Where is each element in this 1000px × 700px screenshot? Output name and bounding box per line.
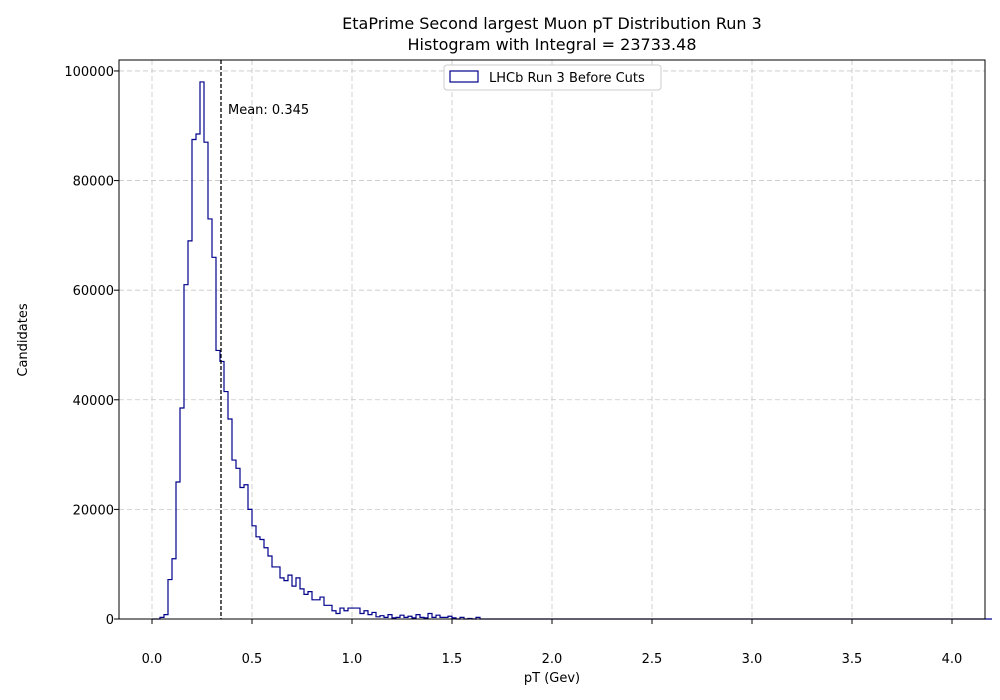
x-tick-label: 2.5	[642, 652, 663, 667]
x-tick-label: 0.0	[142, 652, 163, 667]
x-tick-label: 3.5	[842, 652, 863, 667]
legend: LHCb Run 3 Before Cuts	[443, 64, 662, 91]
y-tick-label: 0	[106, 613, 114, 628]
x-tick-label: 2.0	[542, 652, 563, 667]
histogram-bars	[152, 81, 992, 620]
x-tick-label: 1.0	[342, 652, 363, 667]
grid-lines	[119, 60, 985, 620]
chart-title: EtaPrime Second largest Muon pT Distribu…	[342, 14, 762, 33]
y-tick-label: 80000	[73, 175, 114, 190]
x-axis-ticks: 0.0 0.5 1.0 1.5 2.0 2.5 3.0 3.5 4.0	[142, 619, 963, 667]
y-axis-label: Candidates	[16, 303, 31, 376]
y-tick-label: 100000	[64, 65, 114, 80]
x-tick-label: 3.0	[742, 652, 763, 667]
y-tick-label: 60000	[73, 284, 114, 299]
legend-box	[443, 64, 662, 91]
y-tick-label: 40000	[73, 394, 114, 409]
histogram-step-line	[152, 81, 992, 620]
legend-entry-label: LHCb Run 3 Before Cuts	[489, 71, 645, 86]
x-tick-label: 1.5	[442, 652, 463, 667]
x-tick-label: 0.5	[242, 652, 263, 667]
y-axis-ticks: 0 20000 40000 60000 80000 100000	[64, 65, 119, 628]
legend-swatch	[449, 70, 479, 83]
mean-label: Mean: 0.345	[228, 103, 309, 118]
y-tick-label: 20000	[73, 503, 114, 518]
chart-subtitle: Histogram with Integral = 23733.48	[408, 35, 697, 54]
x-tick-label: 4.0	[942, 652, 963, 667]
x-axis-label: pT (Gev)	[524, 671, 580, 686]
